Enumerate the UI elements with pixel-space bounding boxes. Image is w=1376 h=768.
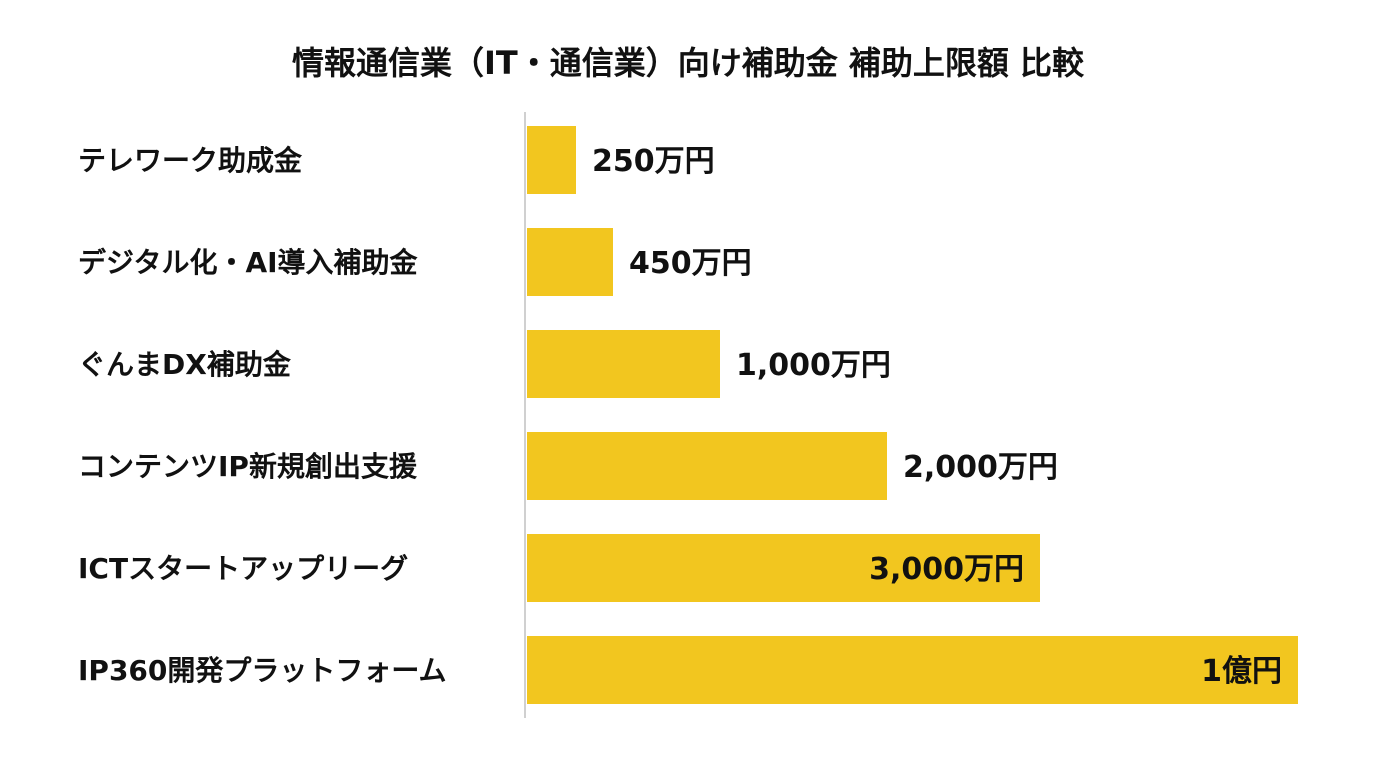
bar [527, 126, 576, 194]
data-label: 2,000万円 [903, 450, 1058, 485]
bar [527, 228, 613, 296]
bar [527, 636, 1298, 704]
data-label: 450万円 [629, 246, 752, 281]
category-label: コンテンツIP新規創出支援 [78, 450, 418, 483]
data-label: 1,000万円 [736, 348, 891, 383]
category-label: IP360開発プラットフォーム [78, 654, 447, 687]
bar [527, 330, 720, 398]
data-label: 1億円 [1201, 654, 1282, 689]
data-label: 3,000万円 [869, 552, 1024, 587]
bar [527, 432, 887, 500]
category-label: デジタル化・AI導入補助金 [78, 246, 419, 279]
chart-title: 情報通信業（IT・通信業）向け補助金 補助上限額 比較 [292, 44, 1085, 82]
category-label: ぐんまDX補助金 [78, 348, 292, 381]
bar [527, 534, 1040, 602]
category-label: テレワーク助成金 [78, 144, 303, 177]
data-label: 250万円 [592, 144, 715, 179]
category-label: ICTスタートアップリーグ [78, 552, 408, 585]
